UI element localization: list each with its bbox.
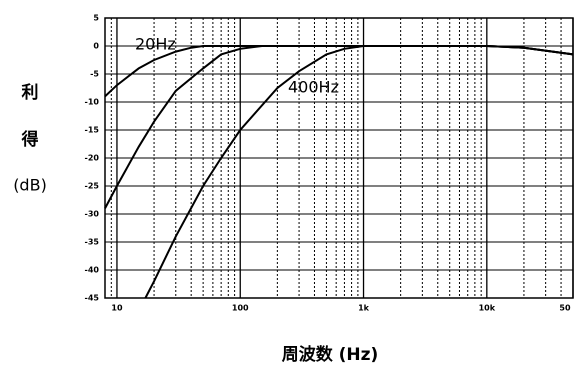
- y-tick-label: -5: [90, 70, 99, 79]
- x-label: 周波数 (Hz): [282, 344, 379, 365]
- x-tick-label: 1k: [358, 304, 370, 313]
- y-tick-label: -25: [85, 182, 100, 191]
- y-tick-label: -40: [85, 266, 100, 275]
- y-tick-label: -35: [85, 238, 100, 247]
- x-tick-label: 10: [111, 304, 123, 313]
- x-tick-label: 10k: [479, 304, 496, 313]
- y-label: 得: [21, 129, 39, 150]
- y-tick-label: 5: [93, 14, 99, 23]
- y-tick-label: -15: [85, 126, 100, 135]
- plot-frame: [104, 17, 574, 299]
- annotation: 20Hz: [135, 35, 176, 54]
- x-tick-label: 50: [559, 304, 571, 313]
- y-tick-label: -20: [85, 154, 100, 163]
- x-tick-label: 100: [232, 304, 249, 313]
- y-tick-label: -45: [85, 294, 100, 303]
- line: [144, 45, 574, 299]
- y-tick-label: 0: [93, 42, 99, 51]
- y-label: (dB): [13, 176, 47, 195]
- y-label: 利: [22, 82, 39, 103]
- line: [104, 45, 574, 98]
- line: [104, 45, 574, 209]
- y-tick-label: -10: [85, 98, 100, 107]
- y-tick-label: -30: [85, 210, 100, 219]
- annotation: 400Hz: [288, 78, 339, 97]
